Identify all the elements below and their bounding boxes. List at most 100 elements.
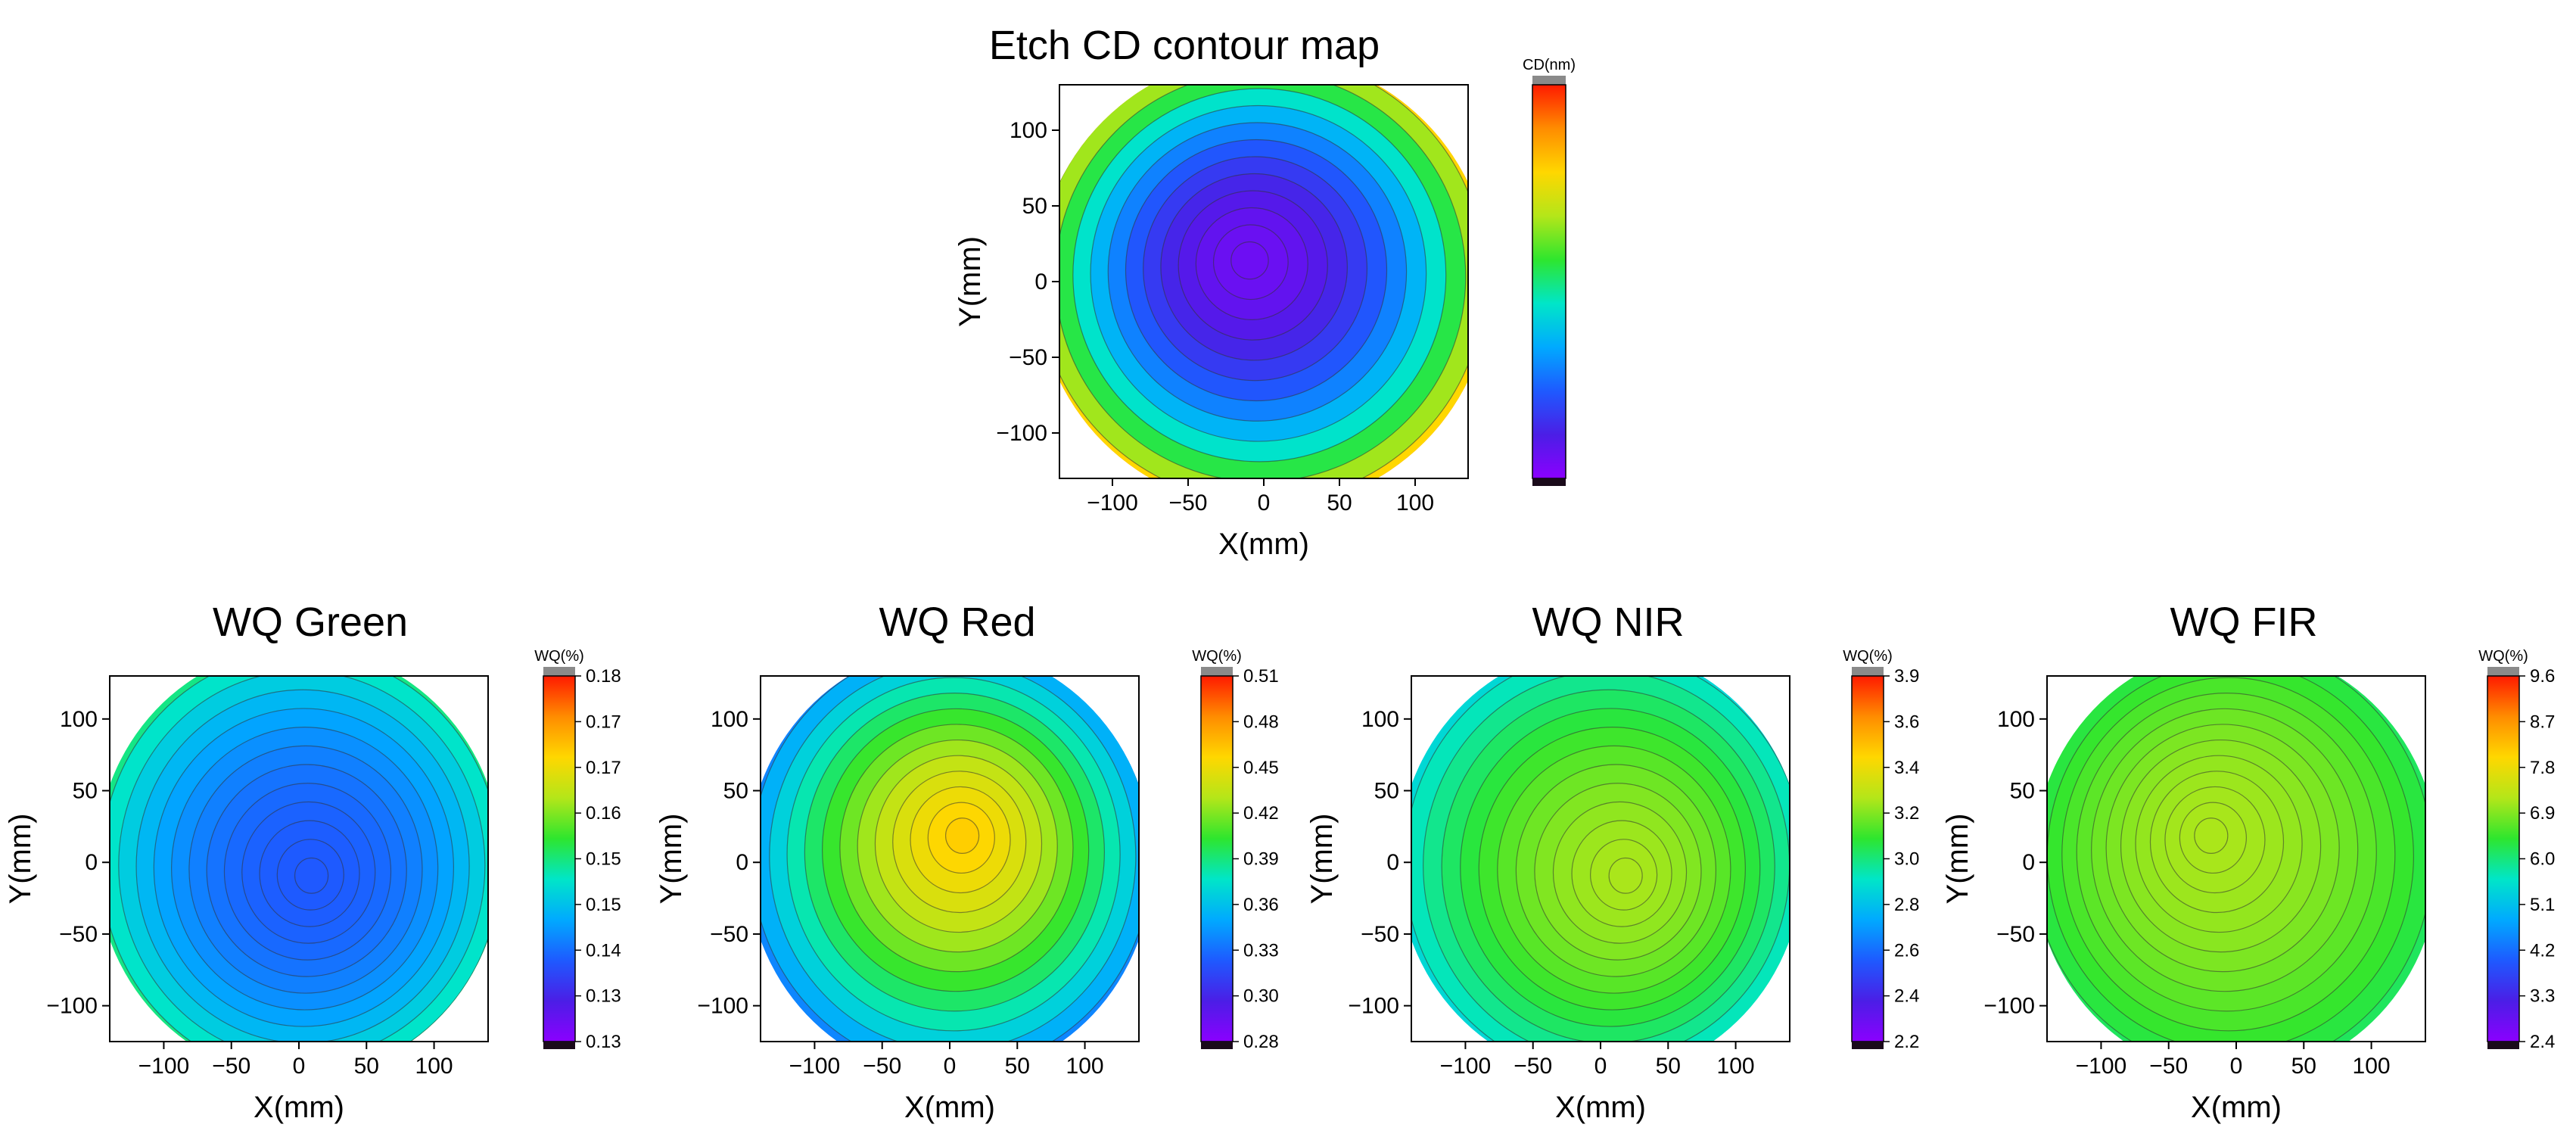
x-tick-label: 0 [293, 1054, 306, 1079]
colorbar: WQ(%)0.51 0.48 0.45 0.42 0.39 0.36 0.33 0.30 0.2… [1192, 648, 1278, 1052]
colorbar-tick-label: 3.4 [1894, 758, 1919, 778]
x-tick-label: −50 [1169, 491, 1208, 515]
chart-nir: WQ NIR −100 −50 0 50 100 100 50 0 −50 −100 X(mm) Y(m… [1305, 600, 1919, 1124]
y-tick-label: 100 [711, 707, 748, 732]
colorbar-title: WQ(%) [534, 648, 584, 665]
colorbar-under-cap [1201, 1042, 1233, 1049]
colorbar-tick-label: 0.16 [586, 803, 621, 824]
chart-title: WQ Green [213, 600, 408, 645]
colorbar-under-cap [543, 1042, 575, 1049]
x-tick-label: 100 [1717, 1054, 1755, 1079]
chart-title: Etch CD contour map [989, 23, 1380, 68]
colorbar-tick-label: 0.39 [1243, 849, 1279, 870]
colorbar-tick-label: 2.2 [1894, 1032, 1919, 1052]
y-axis-label: Y(mm) [655, 814, 688, 905]
y-tick-label: 0 [736, 850, 748, 875]
y-tick-label: 100 [60, 707, 98, 732]
y-tick-label: −100 [46, 994, 98, 1019]
colorbar-tick-label: 0.17 [586, 712, 621, 732]
colorbar-tick-label: 3.9 [1894, 666, 1919, 687]
x-tick-label: 0 [1258, 491, 1271, 515]
x-tick-label: −100 [1440, 1054, 1492, 1079]
chart-green: WQ Green −100 −50 0 50 100 100 50 0 −50 −100 X(mm) Y… [4, 600, 621, 1124]
colorbar: WQ(%)9.6 8.7 7.8 6.9 6.0 5.1 4.2 3.3 2.4 [2478, 648, 2555, 1052]
colorbar-tick-label: 7.8 [2530, 758, 2555, 778]
y-tick-label: −50 [1009, 345, 1047, 370]
colorbar-gradient [543, 675, 576, 1042]
colorbar-tick-label: 0.48 [1243, 712, 1279, 732]
y-tick-label: 100 [1010, 118, 1047, 143]
contour-map [110, 676, 488, 1042]
colorbar-tick-label: 3.3 [2530, 986, 2555, 1007]
x-tick-label: 0 [944, 1054, 957, 1079]
colorbar-tick-label: 0.13 [586, 1032, 621, 1052]
y-tick-label: 100 [1997, 707, 2035, 732]
colorbar-under-cap [1532, 478, 1566, 486]
x-axis-label: X(mm) [1218, 528, 1309, 561]
colorbar-under-cap [1852, 1042, 1884, 1049]
x-tick-label: −100 [1087, 491, 1138, 515]
colorbar-over-cap [2487, 667, 2519, 676]
y-tick-label: 50 [1022, 194, 1047, 219]
colorbar-tick-label: 0.28 [1243, 1032, 1279, 1052]
y-tick-label: 0 [2022, 850, 2035, 875]
colorbar-tick-label: 3.6 [1894, 712, 1919, 732]
x-tick-label: −50 [1514, 1054, 1552, 1079]
x-tick-label: −100 [2076, 1054, 2127, 1079]
colorbar-tick-label: 9.6 [2530, 666, 2555, 687]
contour-band [1608, 857, 1643, 894]
chart-cd: Etch CD contour map −100 −50 0 50 100 100 50 0 −5… [954, 23, 1576, 561]
x-tick-label: −50 [212, 1054, 250, 1079]
contour-band [2194, 818, 2229, 854]
colorbar-tick-label: 0.15 [586, 895, 621, 915]
colorbar-over-cap [543, 667, 575, 676]
colorbar-gradient [1532, 84, 1566, 479]
contour-band [1230, 241, 1269, 280]
y-tick-label: −100 [1348, 994, 1399, 1019]
chart-title: WQ FIR [2170, 600, 2318, 645]
x-tick-label: 50 [1005, 1054, 1030, 1079]
x-axis-label: X(mm) [1555, 1091, 1646, 1124]
colorbar-tick-label: 0.42 [1243, 803, 1279, 824]
colorbar-title: CD(nm) [1523, 57, 1576, 73]
y-axis-label: Y(mm) [1305, 814, 1339, 905]
colorbar-tick-label: 4.2 [2530, 940, 2555, 961]
contour-band [944, 818, 980, 854]
x-tick-label: −50 [863, 1054, 901, 1079]
x-tick-label: 50 [1656, 1054, 1681, 1079]
y-tick-label: −100 [1983, 994, 2035, 1019]
colorbar-tick-label: 8.7 [2530, 712, 2555, 732]
colorbar-title: WQ(%) [1192, 648, 1242, 665]
y-tick-label: 50 [723, 779, 748, 804]
contour-map [1059, 85, 1468, 478]
x-tick-label: −50 [2149, 1054, 2188, 1079]
colorbar-title: WQ(%) [2478, 648, 2528, 665]
colorbar-tick-label: 0.15 [586, 849, 621, 870]
colorbar-tick-label: 0.45 [1243, 758, 1279, 778]
colorbar-tick-label: 0.18 [586, 666, 621, 687]
y-tick-label: 0 [85, 850, 98, 875]
x-tick-label: 100 [1396, 491, 1434, 515]
contour-map [2047, 676, 2425, 1042]
colorbar-tick-label: 3.2 [1894, 803, 1919, 824]
colorbar-tick-label: 2.4 [2530, 1032, 2555, 1052]
y-tick-label: 100 [1361, 707, 1399, 732]
y-tick-label: −50 [1361, 922, 1399, 947]
y-tick-label: 0 [1386, 850, 1399, 875]
chart-fir: WQ FIR −100 −50 0 50 100 100 50 0 −50 −100 X(mm) Y(m… [1941, 600, 2555, 1124]
y-axis-label: Y(mm) [954, 236, 987, 327]
colorbar-tick-label: 0.36 [1243, 895, 1279, 915]
contour-band [294, 857, 329, 894]
x-tick-label: 100 [2353, 1054, 2391, 1079]
colorbar-over-cap [1532, 76, 1566, 85]
y-axis-label: Y(mm) [4, 814, 37, 905]
x-tick-label: 50 [2291, 1054, 2316, 1079]
colorbar-tick-label: 0.51 [1243, 666, 1279, 687]
y-tick-label: 0 [1034, 269, 1047, 294]
chart-title: WQ Red [879, 600, 1035, 645]
colorbar-tick-label: 2.8 [1894, 895, 1919, 915]
chart-red: WQ Red −100 −50 0 50 100 100 50 0 −50 −100 X(mm) Y(m… [655, 600, 1279, 1124]
contour-map [1411, 676, 1790, 1042]
colorbar-tick-label: 0.13 [586, 986, 621, 1007]
